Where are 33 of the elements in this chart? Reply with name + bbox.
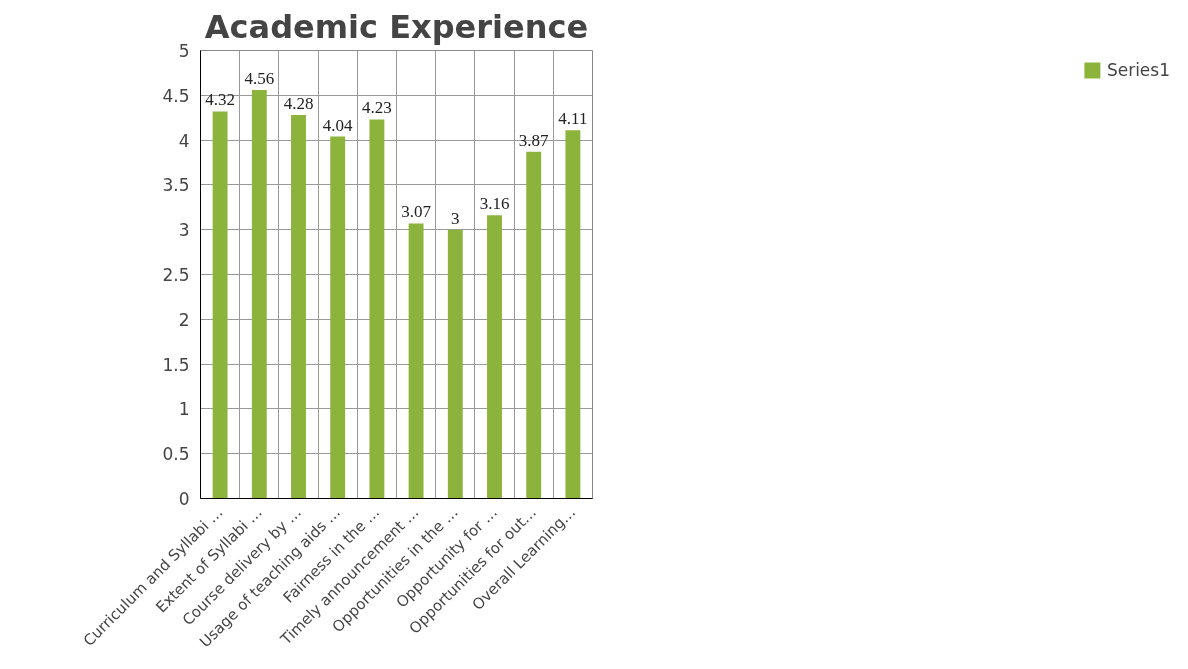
bar [447, 229, 463, 499]
bar [487, 215, 502, 499]
y-tick-label: 3.5 [162, 175, 190, 196]
bar [408, 223, 424, 499]
bar [251, 89, 267, 499]
y-tick-label: 4.5 [162, 85, 190, 106]
bar [565, 130, 581, 499]
y-tick-label: 3 [178, 220, 190, 241]
data-label: 4.11 [558, 109, 588, 129]
data-label: 4.32 [205, 90, 235, 110]
y-tick-label: 1 [178, 399, 190, 420]
data-label: 3 [451, 208, 460, 228]
bar [526, 151, 542, 499]
y-tick-label: 1.5 [162, 354, 190, 375]
y-tick-label: 0 [178, 489, 190, 509]
bar [369, 119, 385, 499]
y-tick-label: 0.5 [162, 444, 190, 465]
bar [291, 115, 306, 499]
y-tick-label: 2.5 [162, 265, 190, 285]
data-label: 3.07 [401, 202, 432, 222]
y-tick-label: 2 [178, 309, 190, 330]
data-label: 4.23 [362, 98, 392, 118]
data-label: 4.04 [322, 115, 354, 135]
data-label: 4.28 [283, 94, 314, 114]
y-tick-label: 5 [178, 41, 190, 61]
bar [212, 111, 228, 499]
data-label: 3.16 [479, 194, 510, 214]
data-label: 4.56 [244, 68, 275, 88]
bar [330, 136, 346, 499]
y-tick-label: 4 [178, 130, 190, 151]
data-label: 3.87 [518, 130, 550, 150]
legend-label: Series1 [1106, 60, 1170, 80]
chart-title: Academic Experience [204, 7, 589, 46]
